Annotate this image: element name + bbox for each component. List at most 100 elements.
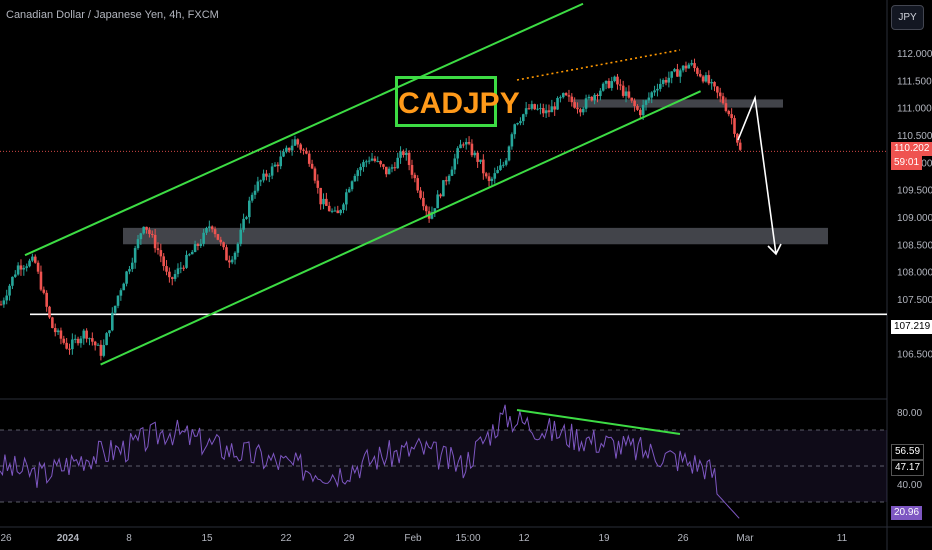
candle-body: [470, 143, 474, 156]
candle-body: [587, 96, 591, 99]
candle-body: [442, 180, 445, 197]
candle-body: [105, 333, 108, 346]
candle-body: [188, 254, 191, 256]
candle-body: [727, 110, 731, 115]
time-axis-tick: 26: [677, 533, 689, 544]
candle-body: [170, 277, 174, 279]
candle-body: [145, 226, 148, 230]
candle-body: [627, 91, 631, 98]
candle-body: [713, 82, 716, 87]
candle-body: [230, 259, 234, 263]
rsi-value-tag: 20.96: [891, 506, 923, 520]
candle-body: [570, 96, 574, 103]
candle-body: [116, 295, 120, 306]
candle-body: [650, 92, 654, 98]
candle-body: [533, 104, 537, 110]
candle-body: [561, 93, 565, 98]
candle-body: [693, 63, 696, 69]
candle-body: [404, 152, 408, 156]
candle-body: [581, 108, 585, 113]
candle-body: [305, 150, 308, 154]
candle-body: [282, 151, 285, 157]
candle-body: [513, 124, 517, 135]
candle-body: [733, 118, 736, 134]
candle-body: [259, 180, 263, 182]
candle-body: [610, 81, 614, 88]
candle-body: [345, 192, 348, 205]
candle-body: [51, 317, 54, 329]
level-price-tag: 107.219: [891, 320, 932, 334]
candle-body: [636, 106, 639, 110]
rsi-axis-tick: 40.00: [897, 480, 922, 491]
candle-body: [225, 247, 228, 261]
candle-body: [325, 198, 328, 206]
candle-body: [530, 104, 534, 109]
candle-body: [339, 209, 342, 214]
candle-body: [82, 330, 86, 339]
candle-body: [0, 304, 3, 306]
candle-body: [476, 152, 479, 162]
candle-body: [701, 76, 705, 82]
price-axis-tick: 111.000: [897, 104, 932, 115]
candle-body: [493, 173, 497, 179]
candle-body: [139, 233, 143, 240]
candle-body: [670, 71, 674, 78]
candle-body: [716, 86, 719, 93]
channel-line-upper: [24, 2, 584, 257]
candle-body: [128, 269, 131, 272]
candle-body: [416, 178, 419, 191]
candle-body: [624, 91, 628, 96]
price-axis-tick: 108.500: [897, 240, 932, 251]
candle-body: [290, 145, 294, 151]
time-axis-tick: Feb: [404, 533, 422, 544]
candle-body: [79, 338, 83, 344]
candle-body: [219, 239, 223, 243]
candle-body: [553, 106, 556, 110]
candle-body: [42, 289, 46, 293]
candle-body: [519, 121, 522, 124]
candle-body: [607, 80, 611, 88]
candle-body: [541, 108, 545, 114]
candle-body: [379, 161, 382, 165]
rsi-tag-a: 56.59: [891, 444, 925, 460]
candle-body: [601, 83, 605, 91]
candle-body: [564, 93, 568, 96]
currency-button[interactable]: JPY: [891, 5, 924, 30]
candle-body: [410, 165, 414, 175]
candle-body: [296, 139, 300, 145]
candle-body: [313, 168, 317, 181]
candle-body: [205, 227, 208, 233]
candle-body: [393, 167, 397, 169]
candle-body: [102, 345, 106, 356]
candle-body: [293, 139, 297, 146]
candle-body: [16, 265, 20, 275]
candle-body: [5, 295, 9, 301]
candle-body: [444, 180, 448, 182]
candle-body: [521, 114, 525, 122]
candle-body: [142, 226, 146, 234]
candle-body: [31, 256, 34, 261]
price-axis-tick: 109.500: [897, 186, 932, 197]
candle-body: [459, 144, 462, 149]
candle-body: [367, 160, 371, 162]
candle-body: [113, 305, 117, 313]
time-axis-tick: 26: [0, 533, 12, 544]
candle-body: [738, 142, 742, 150]
candle-body: [302, 149, 305, 151]
candle-body: [190, 252, 194, 255]
candle-body: [342, 204, 345, 210]
candle-body: [621, 85, 625, 96]
candle-body: [56, 330, 60, 333]
candle-body: [193, 244, 197, 253]
candle-body: [362, 162, 365, 167]
candle-body: [208, 226, 211, 228]
candle-body: [216, 234, 220, 240]
time-axis-tick: 22: [280, 533, 292, 544]
rsi-line: [0, 404, 740, 519]
candle-body: [2, 300, 6, 305]
candle-body: [507, 146, 511, 161]
candle-body: [419, 190, 422, 198]
candle-body: [536, 108, 539, 110]
candle-body: [250, 194, 254, 201]
